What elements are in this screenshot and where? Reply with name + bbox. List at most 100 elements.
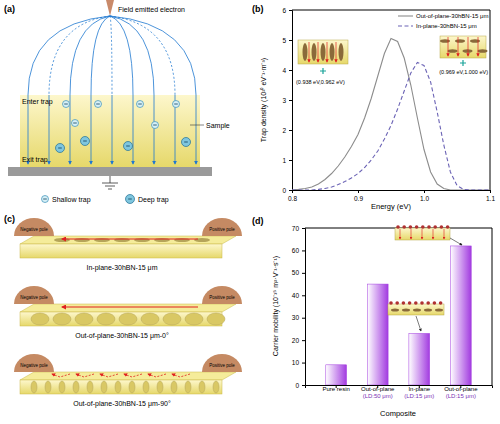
tick-mark: [289, 40, 292, 41]
tick: 2: [282, 127, 292, 134]
panel-c: (c)Negative polePositive poleIn-plane-30…: [4, 214, 242, 408]
deep-trap: [56, 144, 65, 153]
sub-panel: Negative polePositive poleOut-of-plane-3…: [14, 354, 242, 408]
label: Enter trap: [22, 98, 53, 106]
current-arrow: [148, 374, 166, 377]
tick-label: 0: [295, 382, 299, 389]
field-arrow: [309, 42, 310, 62]
right-pole: [202, 218, 242, 236]
field-line: [91, 95, 92, 164]
tick-label: Pure resin: [322, 386, 349, 392]
tick-mark: [289, 190, 292, 191]
charge: [43, 199, 47, 200]
inset-slab: [388, 304, 444, 315]
tick: 5: [282, 37, 292, 44]
charge: [395, 301, 399, 305]
axis: 0123456: [282, 7, 292, 194]
filler: [171, 381, 177, 393]
current-arrow: [76, 374, 94, 377]
shallow-trap: [152, 122, 159, 129]
tick-mark: [289, 100, 292, 101]
needle: [106, 0, 114, 16]
tick: In-plane(LD:15 μm): [404, 385, 434, 399]
tick: 1.0: [420, 190, 429, 202]
charge: [58, 148, 62, 149]
tick: 0.9: [354, 190, 363, 202]
axis-title: Trap density (10²⁰ eV⁻¹·m⁻³): [260, 58, 268, 142]
charge: [408, 301, 412, 305]
tick: 0: [295, 382, 305, 389]
field-arrow: [444, 229, 445, 239]
shallow-trap: [137, 101, 144, 108]
tick-mark: [424, 190, 425, 193]
tick-mark: [289, 10, 292, 11]
tick-mark: [302, 340, 305, 341]
field-line: [91, 16, 110, 95]
tick-label: 0.8: [288, 195, 297, 202]
filler: [330, 43, 335, 61]
inset-slab: [440, 36, 486, 58]
filler: [87, 381, 93, 393]
axis-title: Carrier mobility (10⁻¹⁵ m²·V⁻¹·s⁻¹): [272, 256, 280, 356]
field-arrow: [478, 37, 479, 56]
filler: [143, 381, 149, 393]
field-line: [112, 95, 113, 164]
charge: [427, 225, 431, 229]
tick: 0: [282, 187, 292, 194]
filler: [97, 313, 115, 325]
filler: [129, 381, 135, 393]
inset-slab: [395, 228, 450, 240]
current-arrow: [172, 374, 190, 377]
field-arrow: [468, 37, 469, 56]
legend-swatch: [398, 15, 413, 16]
field-arrow: [400, 229, 401, 239]
axis: 010203040506070: [292, 225, 306, 389]
label: Positive pole: [209, 363, 235, 368]
left-pole: [14, 354, 54, 372]
field-arrow: [433, 229, 434, 239]
sub-panel: Negative polePositive poleOut-of-plane-3…: [14, 286, 242, 340]
charge: [184, 142, 188, 143]
charge: [126, 146, 130, 147]
frame: [305, 228, 492, 385]
axis-line: [302, 229, 306, 386]
axis-title: Composite: [380, 409, 416, 418]
field-line: [110, 16, 112, 95]
charge: [433, 225, 437, 229]
panel-a: (a)Field emitted electronEnter trapExit …: [4, 0, 230, 204]
filler: [391, 309, 399, 312]
slab-front: [20, 244, 222, 258]
slab-top: [20, 304, 236, 312]
label: Field emitted electron: [118, 6, 185, 13]
tick-mark: [289, 70, 292, 71]
deep-trap: [182, 138, 191, 147]
filler: [141, 313, 159, 325]
plus-symbol: [460, 60, 466, 66]
filler: [45, 381, 51, 393]
deep-trap: [126, 195, 135, 204]
field-line: [110, 16, 196, 95]
tick-label: Out-of-plane(LD:15 μm): [444, 386, 478, 399]
filler: [101, 381, 107, 393]
filler: [199, 381, 205, 393]
tick-mark: [490, 190, 491, 193]
charge: [433, 301, 437, 305]
field-line: [110, 16, 133, 95]
panel-d: Pure resinOut-of-plane(LD:50 μm)In-plane…: [252, 216, 493, 418]
tick-mark: [289, 130, 292, 131]
shallow-trap: [72, 120, 79, 127]
tick-label: 0: [282, 187, 286, 194]
filler: [73, 381, 79, 393]
shallow-trap: [63, 101, 70, 108]
charge: [446, 225, 450, 229]
plot-area: [326, 246, 471, 385]
field-line: [49, 16, 110, 95]
charge: [96, 104, 100, 105]
tick-mark: [302, 228, 305, 229]
filler: [185, 313, 203, 325]
field-line: [133, 95, 134, 164]
panel-label: (b): [252, 4, 264, 14]
right-pole: [202, 286, 242, 304]
panel-b: 0.80.91.01.10123456Out-of-plane-30hBN-15…: [252, 4, 495, 211]
tick-label: 3: [282, 97, 286, 104]
